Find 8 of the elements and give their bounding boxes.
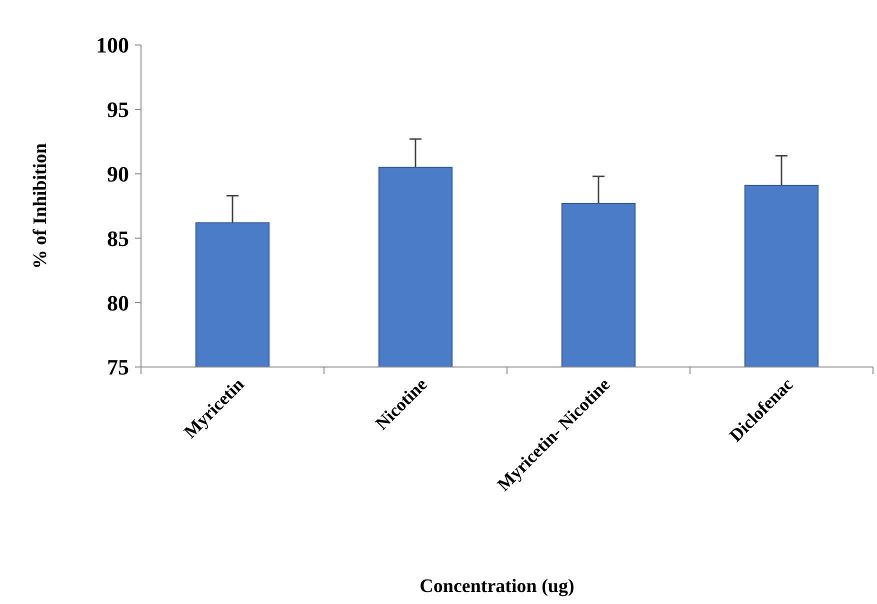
x-axis-title: Concentration (ug) — [420, 576, 574, 597]
y-tick-label: 75 — [107, 354, 129, 380]
y-tick-label: 95 — [107, 97, 129, 122]
y-tick-label: 85 — [107, 226, 129, 251]
y-axis-title: % of Inhibition — [30, 142, 51, 269]
y-tick-label: 100 — [96, 32, 129, 58]
y-tick-label: 80 — [107, 290, 129, 316]
y-tick-label: 90 — [107, 162, 129, 186]
